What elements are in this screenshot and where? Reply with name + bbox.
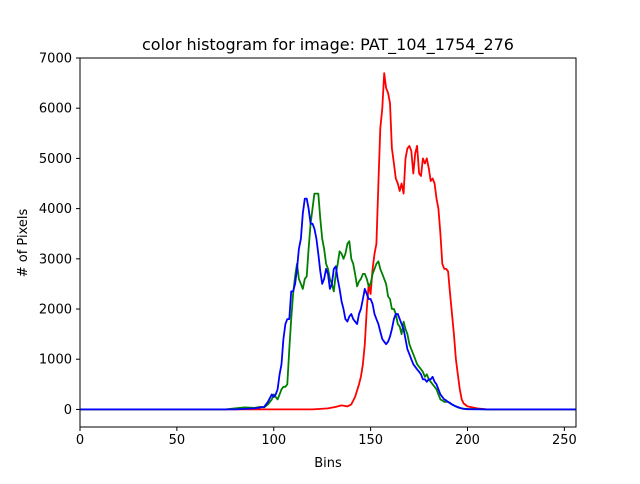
x-tick-label: 250 bbox=[552, 433, 577, 448]
x-tick-label: 100 bbox=[261, 433, 286, 448]
y-tick-label: 7000 bbox=[39, 52, 72, 67]
x-tick-label: 150 bbox=[358, 433, 383, 448]
series-line-2 bbox=[80, 192, 576, 411]
y-axis-ticks: 0 1000 2000 3000 4000 5000 6000 7000 bbox=[39, 52, 80, 418]
y-tick-label: 4000 bbox=[39, 202, 72, 217]
series-line-3 bbox=[80, 197, 576, 411]
y-tick-label: 1000 bbox=[39, 353, 72, 368]
y-tick-label: 2000 bbox=[39, 303, 72, 318]
plot-lines bbox=[80, 72, 576, 411]
y-tick-label: 5000 bbox=[39, 152, 72, 167]
chart-title: color histogram for image: PAT_104_1754_… bbox=[142, 35, 514, 55]
x-axis-ticks: 0 50 100 150 200 250 bbox=[76, 427, 577, 448]
axes-frame bbox=[79, 57, 577, 428]
x-tick-label: 0 bbox=[76, 433, 84, 448]
y-axis-label: # of Pixels bbox=[16, 209, 31, 278]
y-tick-label: 3000 bbox=[39, 252, 72, 267]
y-tick-label: 6000 bbox=[39, 102, 72, 117]
series-line-1 bbox=[80, 72, 576, 411]
x-tick-label: 200 bbox=[455, 433, 480, 448]
x-axis-label: Bins bbox=[314, 456, 342, 471]
x-tick-label: 50 bbox=[169, 433, 186, 448]
y-tick-label: 0 bbox=[64, 403, 72, 418]
